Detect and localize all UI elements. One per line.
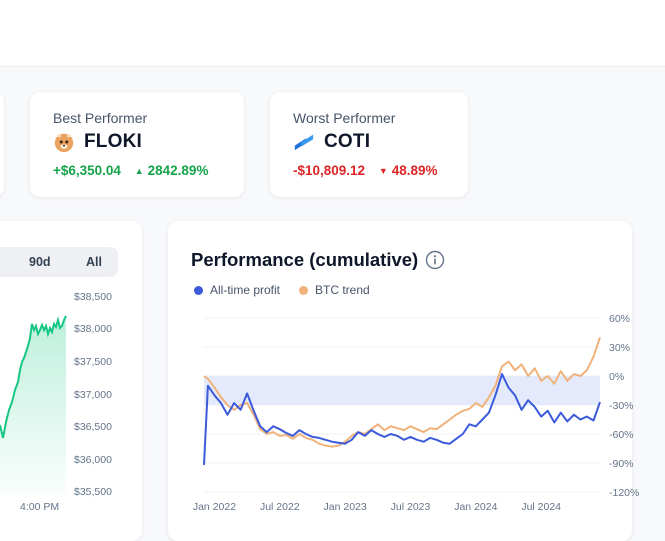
legend-label: BTC trend	[315, 283, 370, 297]
price-area	[0, 316, 66, 495]
price-y-tick: $37,000	[74, 389, 112, 401]
chart-title: Performance (cumulative)	[191, 249, 419, 270]
worst-performer-label: Worst Performer	[293, 110, 396, 126]
y-axis-tick-label: -120%	[609, 487, 639, 499]
best-performer-value: +$6,350.04	[53, 163, 121, 178]
worst-performer-coin: COTI	[324, 131, 371, 152]
btc-trend-line	[203, 336, 601, 448]
x-axis-tick-label: Jan 2023	[324, 501, 367, 513]
price-y-tick: $38,000	[74, 323, 112, 335]
price-y-tick: $36,500	[74, 421, 112, 433]
price-y-tick: $37,500	[74, 356, 112, 368]
all-time-profit-line	[203, 373, 601, 465]
x-axis-tick-label: Jul 2023	[391, 501, 431, 513]
price-line-chart	[0, 315, 67, 495]
top-bar	[0, 0, 665, 67]
legend-btc-trend[interactable]: BTC trend	[299, 283, 370, 297]
range-90d-button[interactable]: 90d	[29, 255, 51, 269]
worst-performer-value: -$10,809.12	[293, 163, 366, 178]
down-triangle-icon: ▼	[378, 166, 388, 176]
y-axis-tick-label: 60%	[609, 313, 630, 325]
price-y-tick: $36,000	[74, 454, 112, 466]
legend-dot	[194, 285, 203, 295]
y-axis-tick-label: 0%	[609, 371, 624, 383]
floki-coin-icon	[54, 132, 74, 153]
time-range-selector: 90d All	[0, 247, 118, 277]
best-performer-percent: 2842.89%	[147, 163, 209, 178]
stat-card-partial	[0, 92, 4, 197]
price-x-tick: 4:00 PM	[20, 501, 60, 513]
info-icon[interactable]	[425, 250, 445, 270]
coti-coin-icon	[294, 134, 314, 151]
best-performer-coin: FLOKI	[84, 131, 142, 152]
x-axis-tick-label: Jan 2024	[454, 501, 497, 513]
performance-plot: 60% 30% 0% -30% -60% -90% -120% Jan 2022 Jul 202…	[193, 313, 640, 513]
worst-performer-card: Worst Performer COTI -$10,809.12 ▼ 48.89%	[270, 92, 468, 197]
y-axis-tick-label: -90%	[609, 458, 634, 470]
y-axis-tick-label: -30%	[609, 400, 634, 412]
price-line	[0, 315, 67, 439]
price-y-tick: $38,500	[74, 291, 112, 303]
worst-performer-percent: 48.89%	[391, 163, 438, 178]
legend-all-time-profit[interactable]: All-time profit	[194, 283, 280, 297]
up-triangle-icon: ▲	[134, 166, 144, 176]
legend-label: All-time profit	[210, 283, 281, 297]
x-axis-tick-label: Jan 2022	[193, 501, 236, 513]
x-axis-tick-label: Jul 2024	[521, 501, 561, 513]
price-y-tick: $35,500	[74, 486, 112, 498]
best-performer-label: Best Performer	[53, 110, 148, 126]
best-performer-card: Best Performer FLOKI +$6,350.04 ▲ 2842.89…	[30, 92, 244, 197]
neutral-band	[204, 376, 600, 405]
x-axis-tick-label: Jul 2022	[260, 501, 300, 513]
range-all-button[interactable]: All	[86, 255, 102, 269]
legend-dot	[299, 285, 309, 295]
y-axis-tick-label: -60%	[609, 429, 634, 441]
y-axis-tick-label: 30%	[609, 342, 630, 354]
